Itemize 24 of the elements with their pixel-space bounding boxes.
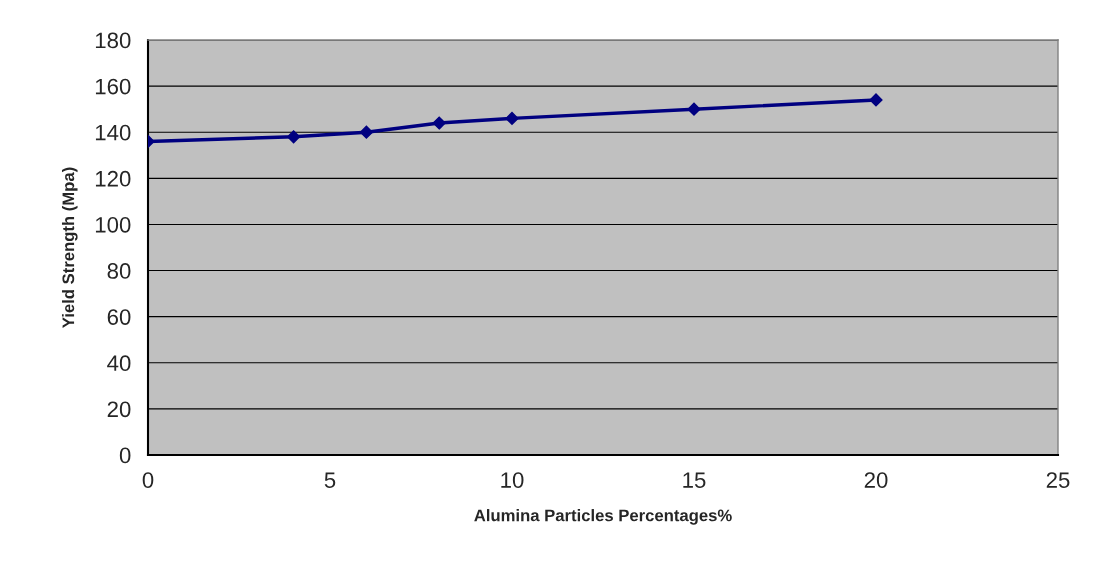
x-tick-label: 25 (1046, 472, 1070, 488)
x-tick-label: 20 (864, 472, 888, 488)
point (869, 93, 883, 107)
point (432, 116, 446, 130)
y-tick-label: 60 (107, 309, 131, 325)
y-tick-label: 100 (95, 216, 131, 233)
point (287, 130, 301, 144)
x-tick-label: 0 (142, 472, 154, 488)
y-tick-label: 0 (119, 447, 131, 464)
point (505, 111, 519, 125)
x-axis-title: Alumina Particles Percentages% (474, 509, 732, 525)
y-tick-label: 120 (95, 170, 131, 187)
y-tick-label: 160 (95, 78, 131, 95)
x-tick-label: 5 (324, 472, 336, 488)
y-tick-label: 20 (107, 401, 131, 418)
y-tick-label: 140 (95, 124, 131, 141)
y-axis-title: Yield Strength (Mpa) (61, 167, 78, 328)
y-tick-label: 80 (107, 263, 131, 279)
x-tick-label: 10 (501, 472, 524, 488)
point (359, 125, 373, 139)
y-tick-label: 40 (107, 355, 131, 372)
y-tick-label: 180 (95, 32, 131, 49)
point (687, 102, 701, 116)
x-tick-label: 15 (683, 472, 706, 488)
